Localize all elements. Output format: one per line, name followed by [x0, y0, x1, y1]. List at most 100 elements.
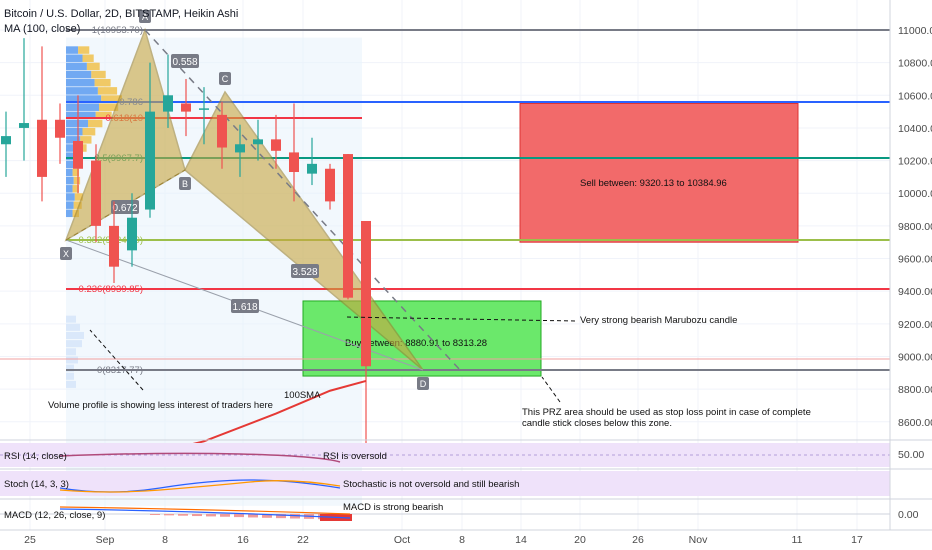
macd-line: [59, 508, 351, 519]
candle-body-down: [181, 103, 191, 112]
pattern-point-d: [417, 377, 429, 390]
pattern-ratio-box: [231, 299, 259, 313]
stoch-note: Stochastic is not oversold and still bea…: [343, 479, 519, 490]
volume-bar-down: [80, 136, 92, 144]
date-tick-label: 25: [24, 534, 36, 546]
macd-hist-bar: [164, 514, 174, 516]
volume-profile: [66, 46, 122, 388]
price-tick-label: 9800.00: [898, 221, 932, 233]
macd-legend: MACD (12, 26, close, 9): [4, 510, 105, 521]
volume-bar-low: [66, 340, 82, 348]
volume-bar-down: [94, 78, 111, 87]
volume-bar-up: [66, 193, 75, 201]
candle-body-down: [325, 168, 335, 202]
volume-bar-down: [82, 54, 94, 62]
macd-hist-bar: [248, 514, 258, 518]
volume-bar-up: [66, 87, 98, 95]
candle-body-down: [109, 225, 119, 267]
pattern-point-c: [219, 72, 231, 85]
volume-bar-down: [74, 193, 83, 201]
candle-body-down: [271, 139, 281, 151]
buy-zone: [302, 300, 542, 377]
sell-zone-label: Sell between: 9320.13 to 10384.96: [580, 178, 727, 189]
volume-bar-up: [66, 144, 77, 152]
pattern-point-a: [139, 10, 151, 23]
chart-title: Bitcoin / U.S. Dollar, 2D, BITSTAMP, Hei…: [4, 8, 238, 20]
fib-label: 0.236(8939.85): [79, 284, 143, 295]
volume-bar-down: [99, 103, 119, 111]
volume-bar-up: [66, 176, 74, 185]
pattern-ratio: 3.528: [292, 267, 317, 278]
volume-bar-up: [66, 103, 99, 111]
stoch-legend: Stoch (14, 3, 3): [4, 479, 69, 490]
candle-body-up: [235, 144, 245, 153]
annotation-arrow: [89, 329, 144, 391]
annotation-prz-line1: This PRZ area should be used as stop los…: [522, 407, 811, 418]
buy-zone-label: Buy between: 8880.91 to 8313.28: [345, 338, 487, 349]
price-tick-label: 10600.00: [898, 90, 932, 102]
pattern-point-label: X: [63, 249, 69, 259]
sell-zone: [519, 102, 799, 243]
price-tick-label: 9200.00: [898, 319, 932, 331]
candle-body-down: [73, 140, 83, 169]
date-tick-label: Sep: [96, 534, 115, 546]
date-tick-label: 16: [237, 534, 249, 546]
annotation-prz-line2: candle stick closes below this zone.: [522, 418, 672, 429]
price-tick-label: 10400.00: [898, 123, 932, 135]
volume-bar-up: [66, 62, 87, 71]
macd-hist-bar: [290, 514, 300, 519]
price-tick-label: 9400.00: [898, 286, 932, 298]
volume-bar-up: [66, 119, 88, 128]
volume-bar-up: [66, 152, 75, 160]
volume-bar-down: [86, 62, 100, 71]
pattern-point-b: [179, 177, 191, 190]
candle-body-up: [127, 217, 137, 251]
macd-signal-line: [59, 506, 351, 515]
fib-label: 0(8317.77): [97, 365, 143, 376]
volume-bar-up: [66, 160, 74, 169]
annotation-arrow: [541, 376, 561, 403]
rsi-axis-value: 50.00: [898, 449, 924, 461]
candle-body-down: [91, 160, 101, 226]
date-tick-label: 20: [574, 534, 586, 546]
date-tick-label: 22: [297, 534, 309, 546]
price-tick-label: 9600.00: [898, 254, 932, 266]
price-tick-label: 8800.00: [898, 384, 932, 396]
volume-bar-low: [66, 372, 74, 380]
pattern-point-x: [60, 247, 72, 260]
volume-bar-up: [66, 209, 73, 218]
price-tick-label: 11000.00: [898, 25, 932, 37]
price-tick-label: 10000.00: [898, 188, 932, 200]
volume-bar-up: [66, 70, 92, 79]
macd-hist-bar: [192, 514, 202, 517]
volume-bar-down: [73, 201, 82, 209]
volume-bar-up: [66, 54, 83, 62]
candle-body-down: [55, 119, 65, 138]
pattern-ratio: 0.672: [112, 203, 137, 214]
date-tick-label: 26: [632, 534, 644, 546]
volume-bar-low: [66, 356, 78, 364]
volume-bar-up: [66, 201, 74, 209]
ma-legend: MA (100, close): [4, 23, 80, 35]
price-tick-label: 10800.00: [898, 58, 932, 70]
volume-bar-up: [66, 78, 95, 87]
volume-bar-up: [66, 127, 83, 136]
candle-body-down: [37, 119, 47, 177]
date-tick-label: 11: [792, 534, 803, 546]
volume-bar-low: [66, 348, 76, 356]
indicator-panes: RSI (14, close) RSI is oversold 50.00 Stoch…: [0, 439, 932, 521]
volume-bar-low: [66, 331, 84, 339]
volume-bar-up: [66, 95, 102, 103]
volume-bar-down: [101, 95, 122, 103]
volume-bar-down: [78, 46, 90, 54]
zones: Sell between: 9320.13 to 10384.96 Buy bet…: [302, 102, 799, 377]
candles[interactable]: [1, 38, 371, 445]
candle-body-up: [19, 123, 29, 128]
pattern-point-label: C: [222, 74, 229, 84]
date-tick-label: 14: [515, 534, 527, 546]
date-tick-label: 8: [162, 534, 168, 546]
macd-axis-value: 0.00: [898, 509, 919, 521]
fib-label: 1(10953.70): [92, 25, 143, 36]
